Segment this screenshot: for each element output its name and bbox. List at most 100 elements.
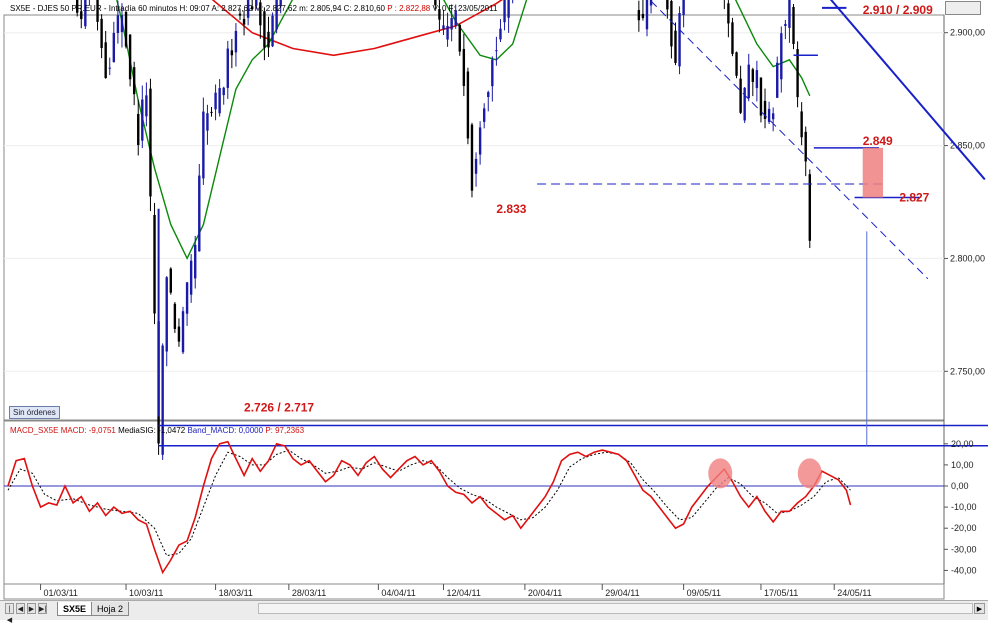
candle-body — [674, 30, 677, 63]
header-high: H: 09:07 — [179, 4, 210, 13]
highlight-zone — [862, 147, 884, 198]
price-annotation: 2.910 / 2.909 — [863, 3, 933, 17]
header-info: SX5E - DJES 50 PR.EUR - Intradía 60 minu… — [10, 4, 498, 13]
candle-body — [96, 0, 99, 22]
date-tick-label: 17/05/11 — [764, 588, 798, 598]
candle-body — [104, 42, 107, 79]
header-f: F: 23/05/2011 — [448, 4, 498, 13]
candle-body — [776, 62, 779, 98]
candle-body — [788, 0, 791, 28]
candle-body — [137, 113, 140, 146]
prev-sheet-button[interactable]: ◀ — [16, 603, 25, 614]
price-panel-bg — [3, 14, 945, 421]
candle-body — [169, 268, 172, 293]
candle-body — [185, 282, 189, 314]
candle-body — [234, 30, 238, 53]
candle-body — [645, 0, 649, 30]
candle-body — [474, 158, 478, 174]
candle-body — [132, 67, 136, 95]
candle-body — [120, 15, 124, 33]
macd-legend-series: MACD_SX5E — [10, 426, 59, 435]
candle-body — [165, 277, 168, 352]
tab-hoja-2[interactable]: Hoja 2 — [91, 602, 130, 616]
candle-body — [771, 113, 775, 120]
price-annotation: 2.827 — [899, 190, 929, 204]
header-symbol: SX5E — [10, 4, 31, 13]
candle-body — [112, 32, 116, 62]
candlesticks — [75, 0, 811, 460]
upper-trend-line — [829, 0, 986, 181]
candle-body — [649, 0, 653, 6]
macd-tick-label: -10,00 — [951, 502, 977, 512]
candle-body — [218, 88, 221, 114]
candle-body — [438, 9, 441, 20]
candle-body — [189, 260, 193, 295]
candle-body — [177, 326, 181, 342]
window-icon[interactable] — [945, 1, 981, 15]
last-sheet-button[interactable]: ▶| — [38, 603, 47, 614]
candle-body — [503, 0, 506, 23]
candle-body — [153, 214, 156, 314]
horizontal-scrollbar[interactable] — [258, 603, 973, 614]
macd-tick-label: -20,00 — [951, 523, 977, 533]
price-tick-label: 2.750,00 — [950, 366, 985, 376]
candle-body — [242, 18, 246, 25]
macd-highlight-circle — [797, 458, 822, 489]
candle-body — [491, 59, 494, 87]
macd-legend-macd: MACD: -9,0751 — [60, 426, 116, 435]
candle-body — [238, 13, 242, 16]
candle-body — [279, 0, 282, 7]
first-sheet-button[interactable]: |◀ — [5, 603, 14, 624]
price-annotation: 2.726 / 2.717 — [244, 400, 314, 414]
candle-body — [434, 0, 437, 6]
candle-body — [271, 15, 274, 47]
moving-average-long-line — [211, 0, 503, 57]
tab-sx5e[interactable]: SX5E — [57, 602, 93, 616]
candle-body — [499, 28, 502, 40]
candle-body — [747, 64, 750, 99]
candle-body — [784, 23, 787, 27]
candle-body — [731, 22, 734, 54]
date-tick-label: 18/03/11 — [219, 588, 253, 598]
macd-signal-line — [7, 449, 851, 557]
candle-body — [507, 0, 510, 18]
candle-body — [466, 71, 470, 139]
candle-body — [763, 100, 767, 119]
candle-body — [482, 108, 486, 122]
candle-body — [759, 77, 763, 116]
candle-body — [751, 69, 755, 82]
header-name: DJES 50 PR.EUR — [37, 4, 102, 13]
candle-body — [682, 0, 685, 15]
header-m: M: 2.827,62 — [254, 4, 297, 13]
no-orders-button[interactable]: Sin órdenes — [9, 406, 60, 419]
candle-body — [198, 175, 201, 252]
candle-body — [804, 131, 807, 162]
candle-body — [792, 6, 795, 45]
candle-body — [263, 11, 266, 48]
candle-body — [780, 33, 783, 80]
candle-body — [275, 0, 278, 30]
header-c: C: 2.810,60 — [343, 4, 385, 13]
date-axis-bg — [3, 583, 945, 600]
candle-body — [202, 111, 205, 179]
date-tick-label: 20/04/11 — [528, 588, 562, 598]
candle-body — [84, 0, 87, 27]
header-a: A: 2.827,62 — [211, 4, 253, 13]
candle-body — [222, 87, 225, 96]
date-tick-label: 24/05/11 — [837, 588, 871, 598]
next-sheet-button[interactable]: ▶ — [27, 603, 36, 614]
candle-body — [230, 50, 234, 56]
candle-body — [666, 0, 669, 10]
candle-body — [495, 50, 498, 52]
date-axis: 01/03/11 10/03/11 18/03/11 28/03/11 04/04/11… — [40, 584, 872, 598]
date-tick-label: 10/03/11 — [129, 588, 163, 598]
candle-body — [173, 303, 177, 329]
scroll-right-button[interactable]: ▶ — [974, 603, 985, 614]
candle-body — [478, 127, 482, 155]
candle-body — [800, 111, 803, 138]
candle-body — [641, 13, 645, 19]
macd-legend-signal: MediaSIG: -1,0472 — [118, 426, 186, 435]
macd-tick-label: 20,00 — [951, 439, 974, 449]
macd-tick-label: 10,00 — [951, 460, 974, 470]
candle-body — [246, 0, 250, 18]
